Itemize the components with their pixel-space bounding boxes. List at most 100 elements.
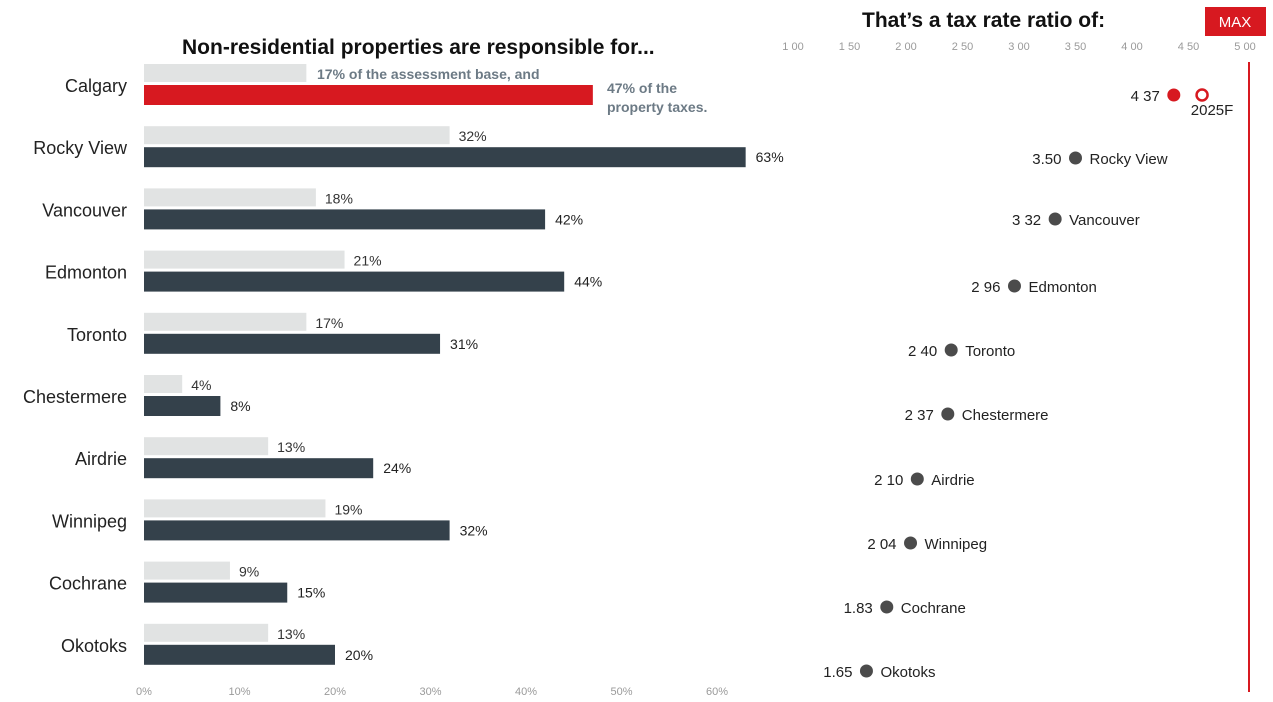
x-tick-label: 10% bbox=[228, 686, 250, 698]
taxes-bar bbox=[144, 147, 746, 168]
ratio-point-label: Edmonton bbox=[1028, 279, 1096, 296]
taxes-bar bbox=[144, 458, 374, 479]
assessment-bar bbox=[144, 623, 269, 642]
ratio-dot bbox=[910, 472, 924, 486]
x-tick-label: 30% bbox=[419, 686, 441, 698]
category-label: Toronto bbox=[67, 325, 127, 345]
taxes-bar bbox=[144, 644, 335, 665]
category-label: Cochrane bbox=[49, 574, 127, 594]
ratio-dot bbox=[1167, 88, 1181, 102]
taxes-bar bbox=[144, 271, 565, 292]
category-label: Vancouver bbox=[42, 200, 127, 220]
ratio-dot bbox=[1007, 279, 1021, 293]
taxes-value-label: 44% bbox=[574, 274, 602, 290]
taxes-annotation: 47% of the bbox=[607, 80, 677, 96]
ratio-value-label: 3.50 bbox=[1032, 151, 1061, 168]
assessment-bar bbox=[144, 561, 230, 580]
ratio-point-label: Rocky View bbox=[1090, 151, 1168, 168]
ratio-value-label: 2 37 bbox=[905, 407, 934, 424]
bar-chart-title: Non-residential properties are responsib… bbox=[182, 36, 655, 59]
assessment-value-label: 18% bbox=[325, 190, 353, 206]
ratio-point-label: Cochrane bbox=[901, 600, 966, 617]
ratio-value-label: 2 04 bbox=[867, 536, 896, 553]
ratio-dot bbox=[904, 536, 918, 550]
ratio-point-label: 2025F bbox=[1191, 102, 1234, 119]
taxes-value-label: 20% bbox=[345, 647, 373, 663]
x-tick-label: 0% bbox=[136, 686, 152, 698]
assessment-bar bbox=[144, 126, 450, 145]
assessment-value-label: 19% bbox=[334, 501, 362, 517]
ratio-value-label: 2 40 bbox=[908, 343, 937, 360]
ratio-point-label: Chestermere bbox=[962, 407, 1049, 424]
category-label: Airdrie bbox=[75, 449, 127, 469]
category-label: Calgary bbox=[65, 76, 127, 96]
taxes-bar bbox=[144, 396, 221, 416]
ratio-value-label: 1.83 bbox=[844, 600, 873, 617]
x-tick-label: 60% bbox=[706, 686, 728, 698]
ratio-tick-label: 1 50 bbox=[839, 41, 860, 53]
taxes-value-label: 32% bbox=[460, 522, 488, 538]
ratio-area: 1 00 1 50 2 00 2 50 3 00 3 50 4 00 4 50 5 00 4 37… bbox=[782, 41, 1255, 681]
ratio-point-label: Airdrie bbox=[931, 472, 974, 489]
ratio-value-label: 3 32 bbox=[1012, 212, 1041, 229]
ratio-point-label: Winnipeg bbox=[925, 536, 988, 553]
taxes-value-label: 42% bbox=[555, 211, 583, 227]
ratio-dot bbox=[880, 600, 894, 614]
assessment-value-label: 4% bbox=[191, 377, 211, 393]
ratio-dot bbox=[1069, 151, 1082, 165]
x-tick-label: 40% bbox=[515, 686, 537, 698]
assessment-bar bbox=[144, 312, 307, 331]
assessment-bar bbox=[144, 375, 183, 393]
category-label: Rocky View bbox=[33, 138, 128, 158]
ratio-value-label: 2 96 bbox=[971, 279, 1000, 296]
ratio-tick-label: 2 00 bbox=[895, 41, 916, 53]
taxes-bar bbox=[144, 209, 546, 230]
ratio-value-label: 2 10 bbox=[874, 472, 903, 489]
x-tick-label: 20% bbox=[324, 686, 346, 698]
ratio-tick-label: 4 50 bbox=[1178, 41, 1199, 53]
assessment-bar bbox=[144, 437, 269, 456]
ratio-dot bbox=[944, 343, 958, 357]
category-label: Chestermere bbox=[23, 387, 127, 407]
ratio-tick-label: 1 00 bbox=[782, 41, 803, 53]
assessment-bar bbox=[144, 499, 326, 518]
assessment-value-label: 13% bbox=[277, 439, 305, 455]
assessment-value-label: 13% bbox=[277, 626, 305, 642]
ratio-dot bbox=[941, 407, 955, 421]
category-label: Okotoks bbox=[61, 636, 127, 656]
ratio-dot bbox=[859, 664, 873, 678]
ratio-point-label: Toronto bbox=[965, 343, 1015, 360]
ratio-tick-label: 5 00 bbox=[1234, 41, 1255, 53]
taxes-value-label: 31% bbox=[450, 336, 478, 352]
category-label: Winnipeg bbox=[52, 511, 127, 531]
assessment-value-label: 21% bbox=[354, 253, 382, 269]
taxes-value-label: 15% bbox=[297, 585, 325, 601]
max-badge bbox=[1205, 7, 1266, 36]
ratio-chart-title: That’s a tax rate ratio of: bbox=[862, 9, 1105, 32]
assessment-bar bbox=[144, 64, 307, 82]
taxes-bar bbox=[144, 333, 441, 354]
assessment-bar bbox=[144, 188, 316, 207]
assessment-bar bbox=[144, 250, 345, 269]
category-label: Edmonton bbox=[45, 263, 127, 283]
ratio-point-label: Vancouver bbox=[1069, 212, 1140, 229]
ratio-tick-label: 3 00 bbox=[1008, 41, 1029, 53]
ratio-dot bbox=[1048, 212, 1062, 226]
taxes-bar bbox=[144, 582, 288, 603]
assessment-annotation: 17% of the assessment base, and bbox=[317, 66, 540, 82]
assessment-value-label: 17% bbox=[315, 315, 343, 331]
ratio-tick-label: 4 00 bbox=[1121, 41, 1142, 53]
ratio-value-label: 4 37 bbox=[1131, 88, 1160, 105]
assessment-value-label: 32% bbox=[459, 128, 487, 144]
ratio-tick-label: 3 50 bbox=[1065, 41, 1086, 53]
bar-area: 0% 10% 20% 30% 40% 50% 60% Calgary 17% of the as… bbox=[23, 64, 784, 698]
assessment-value-label: 9% bbox=[239, 564, 259, 580]
forecast-ratio-dot bbox=[1195, 88, 1209, 102]
ratio-value-label: 1.65 bbox=[823, 664, 852, 681]
ratio-point-label: Okotoks bbox=[880, 664, 935, 681]
taxes-value-label: 63% bbox=[756, 149, 784, 165]
max-badge-label: MAX bbox=[1219, 14, 1252, 31]
taxes-bar bbox=[144, 520, 450, 541]
taxes-value-label: 24% bbox=[383, 460, 411, 476]
